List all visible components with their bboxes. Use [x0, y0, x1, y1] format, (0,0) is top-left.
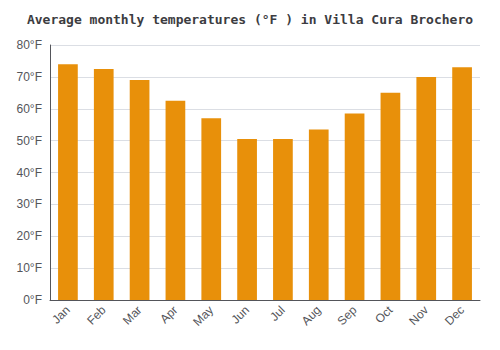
svg-text:Average monthly temperatures (: Average monthly temperatures (°F ) in Vi… — [27, 12, 473, 27]
svg-text:Jun: Jun — [228, 303, 252, 327]
svg-text:Sep: Sep — [335, 303, 360, 328]
svg-text:May: May — [190, 303, 216, 329]
svg-text:0°F: 0°F — [23, 293, 42, 307]
svg-text:Jan: Jan — [49, 303, 73, 327]
svg-text:50°F: 50°F — [17, 134, 42, 148]
svg-text:Nov: Nov — [406, 303, 431, 328]
svg-text:Dec: Dec — [442, 303, 467, 328]
svg-text:40°F: 40°F — [17, 166, 42, 180]
svg-text:Aug: Aug — [299, 303, 324, 328]
svg-text:Oct: Oct — [372, 303, 396, 327]
svg-text:80°F: 80°F — [17, 38, 42, 52]
svg-text:Apr: Apr — [157, 303, 180, 326]
svg-text:10°F: 10°F — [17, 261, 42, 275]
svg-text:20°F: 20°F — [17, 229, 42, 243]
svg-text:30°F: 30°F — [17, 197, 42, 211]
svg-text:Mar: Mar — [120, 303, 145, 327]
svg-text:Feb: Feb — [84, 303, 109, 328]
svg-text:70°F: 70°F — [17, 70, 42, 84]
svg-text:60°F: 60°F — [17, 102, 42, 116]
svg-text:Jul: Jul — [267, 303, 288, 324]
